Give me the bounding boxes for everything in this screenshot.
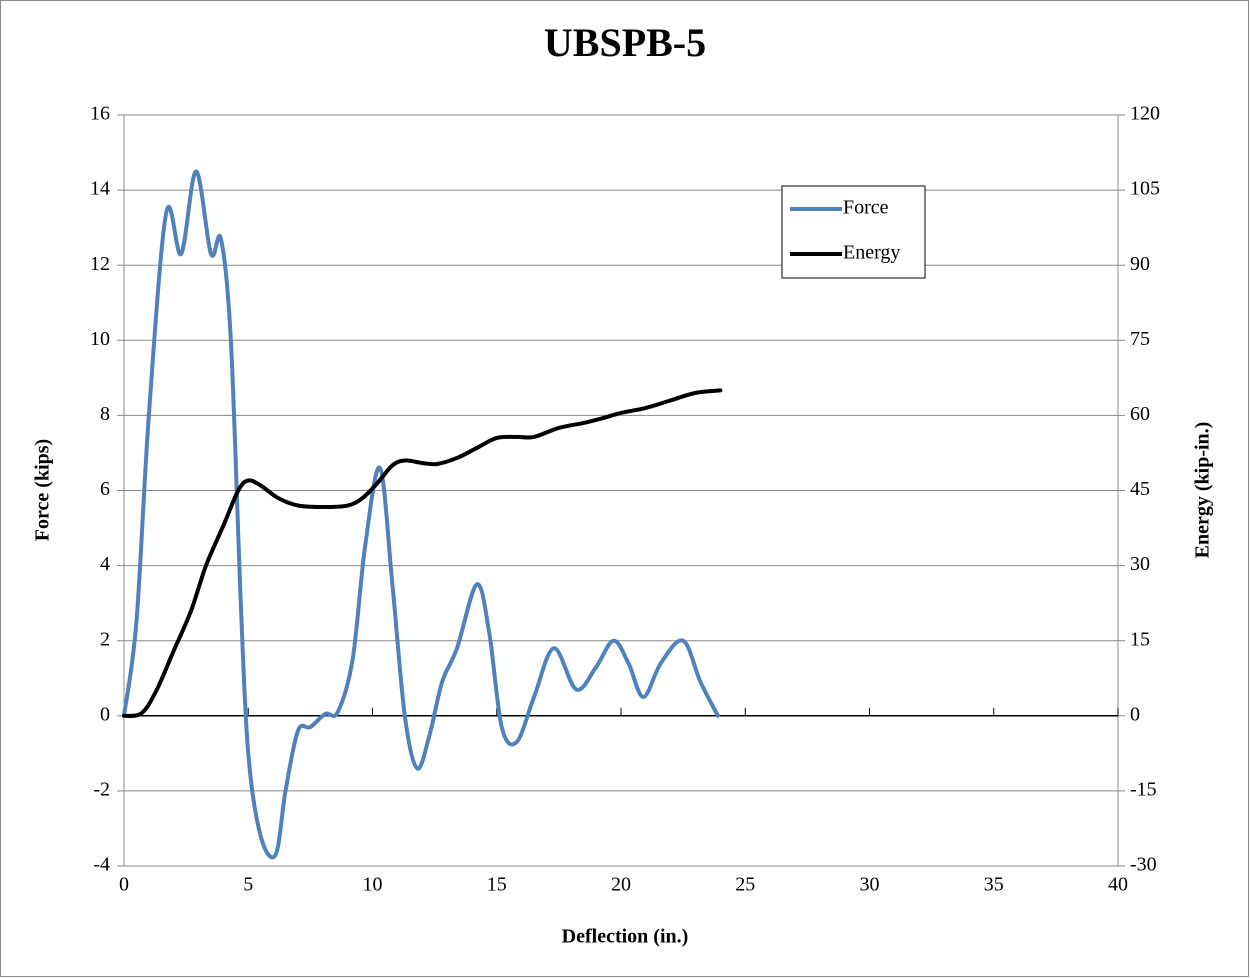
legend-label: Energy — [843, 242, 900, 264]
y-tick-label: 0 — [100, 703, 110, 725]
x-tick-label: 30 — [860, 874, 880, 896]
x-tick-label: 40 — [1108, 874, 1128, 896]
y2-tick-label: -30 — [1130, 854, 1157, 876]
y-tick-label: 4 — [100, 553, 110, 575]
legend: Force Energy — [781, 185, 926, 279]
legend-box — [781, 185, 926, 279]
y2-tick-label: 45 — [1130, 478, 1150, 500]
series-line — [122, 388, 723, 718]
x-tick-label: 20 — [611, 874, 631, 896]
y-tick-label: 10 — [90, 328, 110, 350]
y-tick-label: 8 — [100, 403, 110, 425]
y-axis-label: Force (kips) — [32, 439, 54, 541]
x-tick-label: 5 — [243, 874, 253, 896]
y-tick-label: 2 — [100, 628, 110, 650]
x-axis-label: Deflection (in.) — [562, 926, 689, 948]
x-tick-label: 0 — [119, 874, 129, 896]
y-tick-label: 6 — [100, 478, 110, 500]
y2-tick-label: 120 — [1130, 103, 1160, 125]
x-tick-label: 15 — [487, 874, 507, 896]
y-tick-label: -4 — [93, 854, 110, 876]
x-tick-label: 25 — [735, 874, 755, 896]
y2-tick-label: 105 — [1130, 178, 1160, 200]
y-tick-label: 12 — [90, 253, 110, 275]
y2-tick-label: 90 — [1130, 253, 1150, 275]
chart-title: UBSPB-5 — [544, 20, 706, 65]
y2-axis-label: Energy (kip-in.) — [1192, 422, 1214, 559]
legend-label: Force — [843, 197, 889, 219]
y2-tick-label: 15 — [1130, 628, 1150, 650]
y-tick-label: -2 — [93, 778, 110, 800]
y-tick-label: 14 — [90, 178, 110, 200]
x-tick-label: 35 — [984, 874, 1004, 896]
y2-tick-label: -15 — [1130, 778, 1157, 800]
y-tick-label: 16 — [90, 103, 110, 125]
y2-tick-label: 75 — [1130, 328, 1150, 350]
y2-tick-label: 30 — [1130, 553, 1150, 575]
y2-tick-label: 60 — [1130, 403, 1150, 425]
series-line — [122, 169, 720, 860]
x-tick-label: 10 — [363, 874, 383, 896]
y2-tick-label: 0 — [1130, 703, 1140, 725]
